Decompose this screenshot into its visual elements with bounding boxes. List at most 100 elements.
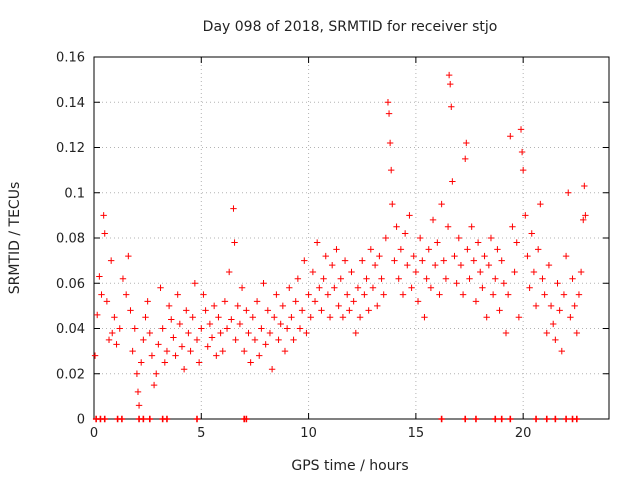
data-point xyxy=(264,307,272,314)
data-point xyxy=(545,261,553,269)
data-point xyxy=(153,370,160,377)
data-point xyxy=(253,298,261,305)
axis-ticks: 0 0.02 0.04 0.06 0.08 0.1 0.12 0.14 0.16 0 5 10 15 20 xyxy=(56,51,609,441)
data-point xyxy=(339,313,347,321)
data-point xyxy=(223,325,231,332)
data-point xyxy=(176,320,184,328)
data-point xyxy=(206,320,214,328)
data-point xyxy=(266,329,274,337)
data-point xyxy=(534,246,542,253)
data-point xyxy=(234,302,241,310)
data-point xyxy=(389,200,396,208)
data-point xyxy=(163,347,171,355)
data-point xyxy=(146,329,153,337)
data-point xyxy=(414,298,422,305)
data-point xyxy=(185,329,192,337)
data-point xyxy=(442,275,450,282)
data-point xyxy=(530,268,538,276)
data-point xyxy=(539,275,546,282)
data-point xyxy=(569,275,576,282)
data-point xyxy=(243,415,250,423)
data-point xyxy=(412,268,420,276)
data-point xyxy=(387,166,395,174)
data-point xyxy=(101,415,108,423)
data-point xyxy=(522,212,529,219)
data-point xyxy=(313,239,321,246)
data-point xyxy=(492,275,499,282)
data-point xyxy=(344,291,351,298)
data-point xyxy=(401,230,409,237)
data-point xyxy=(552,415,559,423)
data-point xyxy=(281,347,289,355)
data-point xyxy=(554,280,561,287)
data-point xyxy=(367,246,375,253)
data-point xyxy=(144,298,151,305)
y-tick-label: 0.14 xyxy=(56,96,85,111)
data-point xyxy=(138,359,145,366)
data-point xyxy=(444,223,452,230)
data-point xyxy=(470,257,478,264)
data-point xyxy=(477,268,484,276)
data-point xyxy=(528,230,535,237)
data-point xyxy=(135,402,143,409)
data-point xyxy=(331,284,338,291)
data-point xyxy=(320,275,327,282)
y-tick-label: 0.06 xyxy=(56,277,85,292)
data-point xyxy=(204,343,211,350)
data-point xyxy=(421,313,428,321)
data-point xyxy=(122,291,130,298)
data-point xyxy=(231,239,238,246)
data-point xyxy=(125,252,132,260)
data-point xyxy=(225,268,233,276)
data-point xyxy=(113,341,120,348)
data-point xyxy=(213,352,220,359)
data-point xyxy=(541,291,548,298)
data-point xyxy=(571,302,578,310)
data-point xyxy=(492,415,499,423)
y-tick-label: 0.1 xyxy=(64,186,85,201)
data-point xyxy=(447,80,454,88)
data-point xyxy=(309,268,317,276)
data-point xyxy=(391,257,398,264)
data-point xyxy=(359,257,366,264)
data-point xyxy=(431,261,439,269)
data-point xyxy=(371,261,379,269)
data-point xyxy=(217,329,224,337)
data-point xyxy=(543,329,550,337)
data-point xyxy=(481,252,488,260)
data-point xyxy=(238,284,246,291)
data-point xyxy=(378,275,385,282)
data-point xyxy=(455,234,462,242)
data-point xyxy=(438,200,445,208)
data-point xyxy=(245,329,252,337)
data-point xyxy=(251,336,259,344)
data-point xyxy=(384,99,392,106)
data-point xyxy=(479,284,486,291)
data-point xyxy=(247,359,254,366)
data-point xyxy=(103,298,111,305)
data-point xyxy=(202,307,209,314)
data-point xyxy=(356,313,364,321)
data-point xyxy=(311,298,319,305)
data-point xyxy=(140,336,147,344)
data-point xyxy=(150,381,158,389)
data-point xyxy=(445,71,453,79)
data-point xyxy=(577,268,585,276)
data-point xyxy=(507,132,514,140)
data-point xyxy=(440,257,447,264)
data-point xyxy=(565,189,572,196)
data-point xyxy=(303,329,310,337)
data-point xyxy=(286,284,293,291)
data-point xyxy=(210,302,218,310)
data-point xyxy=(423,275,430,282)
data-point xyxy=(159,325,166,332)
data-point xyxy=(550,320,557,328)
data-point xyxy=(294,275,302,282)
data-point xyxy=(552,336,559,344)
data-point xyxy=(111,313,118,321)
data-point xyxy=(376,252,383,260)
data-point xyxy=(142,313,149,321)
y-tick-label: 0.16 xyxy=(56,51,85,66)
y-tick-label: 0.02 xyxy=(56,367,85,382)
